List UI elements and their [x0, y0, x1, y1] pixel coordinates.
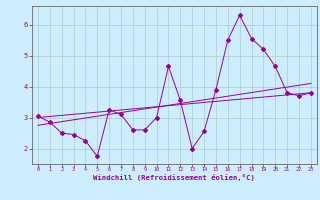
X-axis label: Windchill (Refroidissement éolien,°C): Windchill (Refroidissement éolien,°C) — [93, 174, 255, 181]
